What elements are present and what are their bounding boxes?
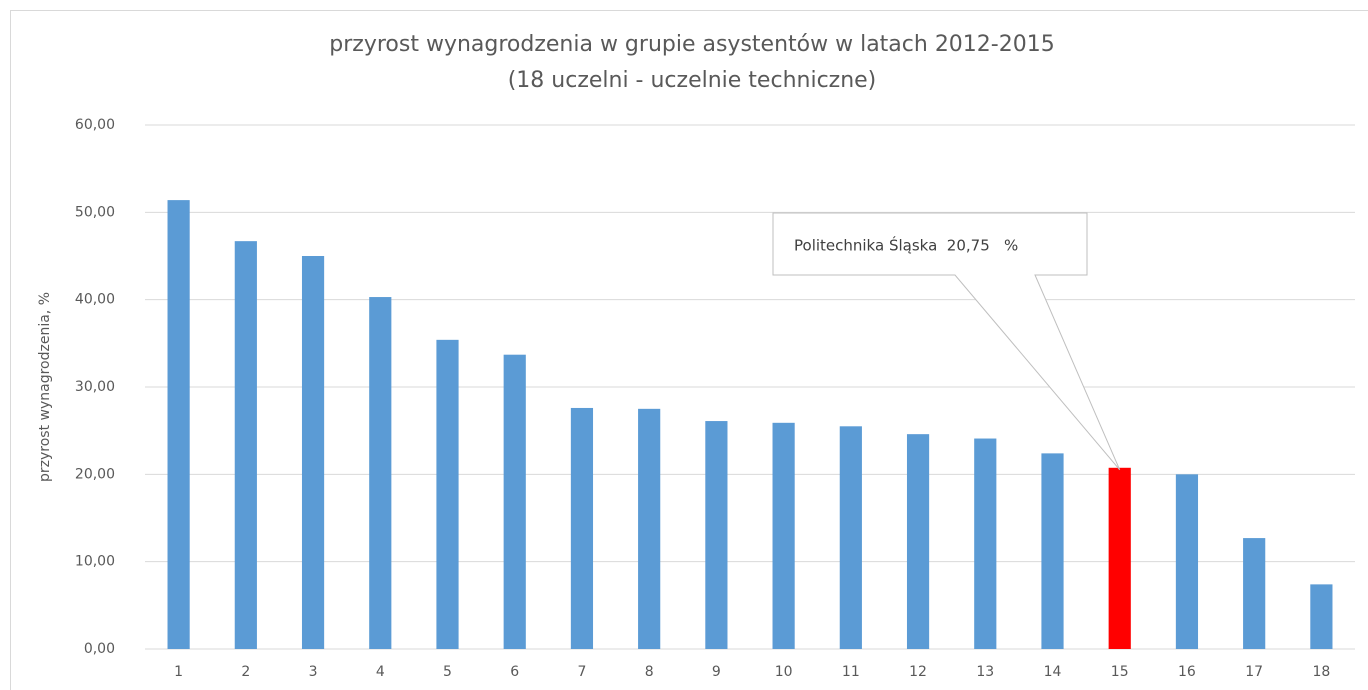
y-tick-label: 10,00 bbox=[75, 554, 115, 570]
y-tick-label: 20,00 bbox=[75, 466, 115, 482]
y-axis-label: przyrost wynagrodzenia, % bbox=[37, 292, 53, 482]
x-tick-label: 13 bbox=[976, 664, 994, 680]
bar bbox=[436, 339, 459, 649]
chart-title: przyrost wynagrodzenia w grupie asystent… bbox=[329, 32, 1054, 57]
x-tick-label: 6 bbox=[510, 664, 519, 680]
x-tick-label: 7 bbox=[577, 664, 586, 680]
bar bbox=[167, 200, 190, 649]
chart-subtitle: (18 uczelni - uczelnie techniczne) bbox=[508, 68, 877, 93]
x-tick-label: 16 bbox=[1178, 664, 1196, 680]
bar bbox=[906, 434, 930, 649]
x-tick-label: 5 bbox=[443, 664, 452, 680]
y-tick-label: 50,00 bbox=[75, 204, 115, 220]
bar bbox=[772, 422, 795, 649]
x-tick-label: 12 bbox=[909, 664, 927, 680]
chart-frame bbox=[10, 10, 1368, 690]
bar bbox=[503, 354, 526, 649]
bar bbox=[570, 407, 594, 649]
bar bbox=[1310, 584, 1333, 649]
bar bbox=[638, 408, 661, 649]
x-tick-label: 8 bbox=[645, 664, 654, 680]
x-tick-label: 14 bbox=[1044, 664, 1062, 680]
x-tick-label: 10 bbox=[775, 664, 793, 680]
x-tick-label: 11 bbox=[842, 664, 860, 680]
x-tick-label: 3 bbox=[309, 664, 318, 680]
y-tick-label: 40,00 bbox=[75, 292, 115, 308]
bar bbox=[1175, 474, 1199, 649]
bar bbox=[974, 438, 997, 649]
y-tick-label: 0,00 bbox=[84, 641, 115, 657]
bar bbox=[1243, 538, 1266, 649]
bar bbox=[234, 241, 257, 650]
bar bbox=[705, 421, 728, 649]
x-tick-label: 2 bbox=[241, 664, 250, 680]
callout bbox=[772, 212, 1121, 471]
bar bbox=[839, 426, 862, 649]
x-tick-label: 1 bbox=[174, 664, 183, 680]
y-tick-label: 30,00 bbox=[75, 379, 115, 395]
y-tick-label: 60,00 bbox=[75, 117, 115, 133]
x-tick-label: 4 bbox=[376, 664, 385, 680]
callout-text: Politechnika Śląska 20,75 % bbox=[794, 236, 1018, 255]
x-tick-label: 18 bbox=[1312, 664, 1330, 680]
x-tick-label: 9 bbox=[712, 664, 721, 680]
bar bbox=[301, 256, 325, 649]
bar bbox=[369, 297, 392, 649]
x-tick-label: 17 bbox=[1245, 664, 1263, 680]
bar bbox=[1108, 467, 1131, 649]
x-tick-label: 15 bbox=[1111, 664, 1129, 680]
bar bbox=[1041, 453, 1064, 649]
